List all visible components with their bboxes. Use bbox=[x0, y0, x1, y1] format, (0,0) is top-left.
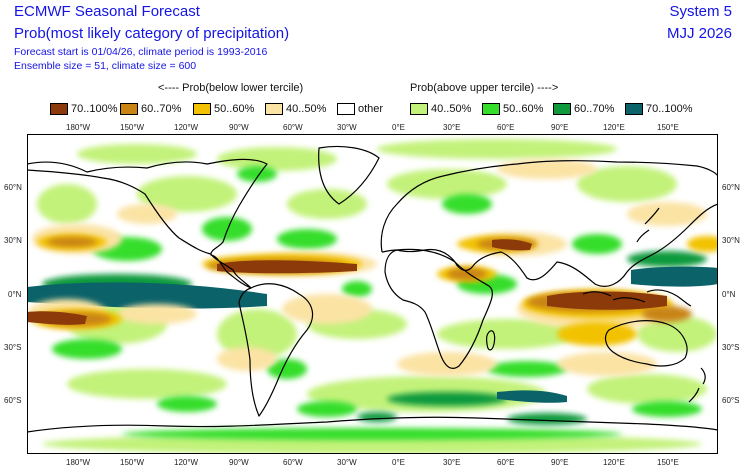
legend-swatch bbox=[265, 103, 283, 115]
legend-item-below-70-100: 70..100% bbox=[50, 101, 117, 117]
probability-field bbox=[27, 139, 718, 454]
lon-label-top: 120°W bbox=[174, 123, 199, 132]
legend-item-below-50-60: 50..60% bbox=[193, 101, 254, 117]
lat-label-left: 60°N bbox=[4, 183, 22, 192]
lon-label-top: 120°E bbox=[603, 123, 625, 132]
legend-swatch bbox=[410, 103, 428, 115]
legend-label: 60..70% bbox=[141, 103, 182, 115]
legend-above-header: Prob(above upper tercile) ----> bbox=[410, 82, 559, 94]
coastlines bbox=[27, 145, 718, 433]
lat-label-right: 0°N bbox=[722, 290, 736, 299]
lon-label-top: 0°E bbox=[392, 123, 405, 132]
map-title: ECMWF Seasonal Forecast bbox=[14, 3, 200, 20]
legend-swatch bbox=[482, 103, 500, 115]
map-subtitle: Prob(most likely category of precipitati… bbox=[14, 25, 290, 42]
lat-label-left: 30°S bbox=[4, 343, 22, 352]
legend-item-other: other bbox=[337, 101, 383, 117]
legend-label: 50..60% bbox=[503, 103, 544, 115]
world-map bbox=[27, 134, 718, 454]
lat-label-right: 30°N bbox=[722, 236, 740, 245]
legend-item-below-60-70: 60..70% bbox=[120, 101, 181, 117]
legend-label: 50..60% bbox=[214, 103, 255, 115]
period-label: MJJ 2026 bbox=[666, 25, 732, 42]
legend-label: 60..70% bbox=[574, 103, 615, 115]
lat-label-left: 60°S bbox=[4, 396, 22, 405]
lon-label-top: 150°W bbox=[120, 123, 145, 132]
lon-label-bottom: 120°E bbox=[603, 458, 625, 467]
lon-label-bottom: 120°W bbox=[174, 458, 199, 467]
legend-item-above-40-50: 40..50% bbox=[410, 101, 471, 117]
legend-item-above-70-100: 70..100% bbox=[625, 101, 692, 117]
lat-label-left: 0°N bbox=[8, 290, 22, 299]
lon-label-bottom: 180°W bbox=[66, 458, 91, 467]
lon-label-top: 30°W bbox=[337, 123, 357, 132]
lat-label-right: 30°S bbox=[722, 343, 740, 352]
lon-label-bottom: 0°E bbox=[392, 458, 405, 467]
legend-label: other bbox=[358, 103, 384, 115]
legend-label: 70..100% bbox=[646, 103, 693, 115]
lat-label-right: 60°S bbox=[722, 396, 740, 405]
lon-label-top: 180°W bbox=[66, 123, 91, 132]
legend-swatch bbox=[50, 103, 68, 115]
lon-label-bottom: 90°W bbox=[229, 458, 249, 467]
lon-label-bottom: 60°E bbox=[497, 458, 515, 467]
lon-label-bottom: 60°W bbox=[283, 458, 303, 467]
lon-label-top: 150°E bbox=[657, 123, 679, 132]
legend-swatch bbox=[193, 103, 211, 115]
lon-label-top: 60°E bbox=[497, 123, 515, 132]
lon-label-bottom: 90°E bbox=[551, 458, 569, 467]
legend-label: 40..50% bbox=[431, 103, 472, 115]
legend-label: 70..100% bbox=[71, 103, 118, 115]
lon-label-top: 30°E bbox=[443, 123, 461, 132]
lon-label-bottom: 150°E bbox=[657, 458, 679, 467]
lon-label-top: 90°W bbox=[229, 123, 249, 132]
lon-label-bottom: 30°W bbox=[337, 458, 357, 467]
lon-label-top: 60°W bbox=[283, 123, 303, 132]
lon-label-bottom: 30°E bbox=[443, 458, 461, 467]
forecast-start-text: Forecast start is 01/04/26, climate peri… bbox=[14, 46, 268, 58]
legend-swatch bbox=[337, 103, 355, 115]
legend-item-above-60-70: 60..70% bbox=[553, 101, 614, 117]
legend-below-header: <---- Prob(below lower tercile) bbox=[158, 82, 304, 94]
lat-label-right: 60°N bbox=[722, 183, 740, 192]
legend-swatch bbox=[120, 103, 138, 115]
lon-label-top: 90°E bbox=[551, 123, 569, 132]
legend-swatch bbox=[553, 103, 571, 115]
system-label: System 5 bbox=[669, 3, 732, 20]
ensemble-size-text: Ensemble size = 51, climate size = 600 bbox=[14, 60, 197, 72]
legend-label: 40..50% bbox=[286, 103, 327, 115]
legend-item-below-40-50: 40..50% bbox=[265, 101, 326, 117]
legend-swatch bbox=[625, 103, 643, 115]
legend-item-above-50-60: 50..60% bbox=[482, 101, 543, 117]
lat-label-left: 30°N bbox=[4, 236, 22, 245]
map-frame bbox=[27, 134, 718, 454]
lon-label-bottom: 150°W bbox=[120, 458, 145, 467]
